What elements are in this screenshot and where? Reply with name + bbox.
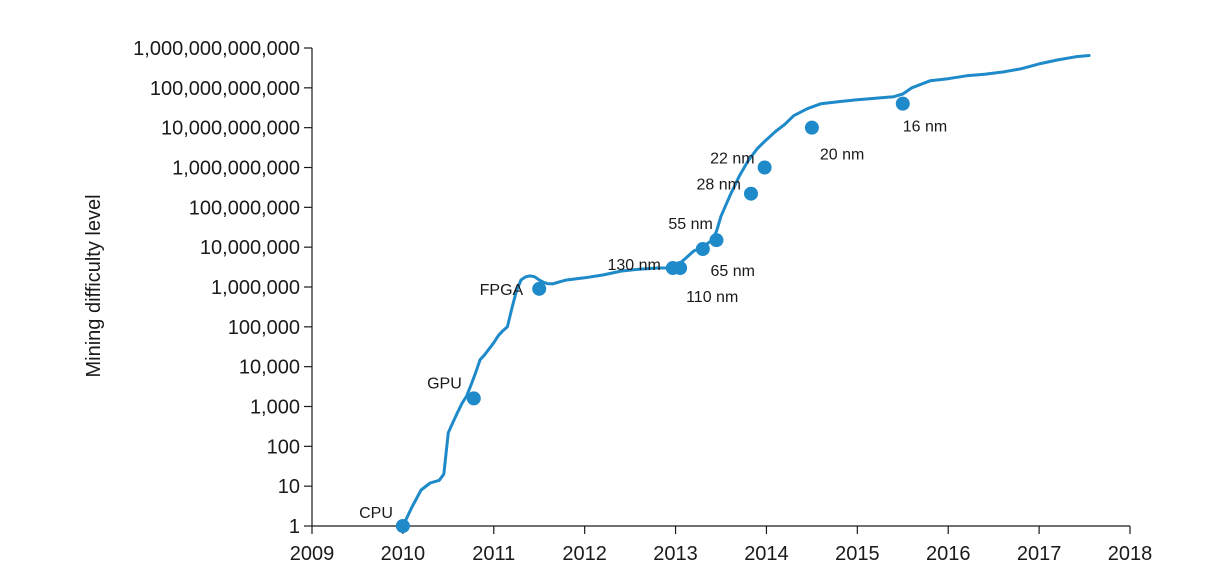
x-ticks: 2009 2010 2011 2012 2013 2014 2015 2016 2017 2018 [290,526,1153,565]
marker-16-nm [895,96,910,111]
difficulty-series-line [401,54,1091,528]
x-tick-label: 2014 [744,543,789,565]
marker-label-55-nm: 55 nm [668,216,712,233]
y-tick-label: 100,000 [228,317,300,339]
x-tick-label: 2018 [1108,543,1153,565]
y-axis-title: Mining difficulty level [83,194,105,377]
marker-gpu [466,391,481,406]
marker-65-nm [709,233,724,248]
x-tick-label: 2009 [290,543,335,565]
y-tick-label: 100,000,000,000 [150,78,300,100]
y-tick-label: 1 [289,516,300,538]
marker-20-nm [804,120,819,135]
y-tick-label: 1,000,000 [211,277,300,299]
x-tick-label: 2017 [1017,543,1062,565]
y-tick-label: 10,000 [239,357,300,379]
x-tick-label: 2010 [381,543,426,565]
x-tick-label: 2011 [472,543,515,565]
x-tick-label: 2016 [926,543,971,565]
marker-label-28-nm: 28 nm [697,177,741,194]
y-tick-label: 10 [278,476,300,498]
x-tick-label: 2013 [653,543,698,565]
marker-label-110-nm: 110 nm [686,289,738,306]
x-axis: 2009 2010 2011 2012 2013 2014 2015 2016 2017 2018 [290,525,1153,565]
x-tick-label: 2012 [562,543,607,565]
marker-22-nm [757,160,772,175]
y-tick-label: 100,000,000 [189,197,300,219]
marker-label-gpu: GPU [427,375,462,392]
y-tick-label: 1,000,000,000 [172,158,300,180]
y-tick-label: 1,000 [250,397,300,419]
marker-label-cpu: CPU [359,505,393,522]
y-axis: 1 10 100 1,000 10,000 100,000 1,000,000 10,000,… [133,38,313,538]
marker-cpu [395,519,410,533]
y-ticks: 1 10 100 1,000 10,000 100,000 1,000,000 10,000,… [133,38,312,538]
y-tick-label: 100 [267,436,300,458]
x-tick-label: 2015 [835,543,880,565]
marker-label-20-nm: 20 nm [820,147,864,164]
y-tick-label: 10,000,000,000 [161,118,300,140]
marker-label-65-nm: 65 nm [710,263,754,280]
marker-label-130-nm: 130 nm [607,257,660,274]
y-tick-label: 10,000,000 [200,237,300,259]
marker-label-22-nm: 22 nm [710,151,754,168]
marker-label-fpga: FPGA [480,282,524,299]
marker-28-nm [743,186,758,201]
marker-110-nm [673,260,688,275]
marker-fpga [532,281,547,296]
marker-55-nm [695,241,710,256]
y-tick-label: 1,000,000,000,000 [133,38,300,60]
marker-label-16-nm: 16 nm [903,119,947,136]
technology-markers: CPU GPU FPGA 130 nm 110 nm 55 nm 65 nm 28 nm 22 … [359,96,947,533]
